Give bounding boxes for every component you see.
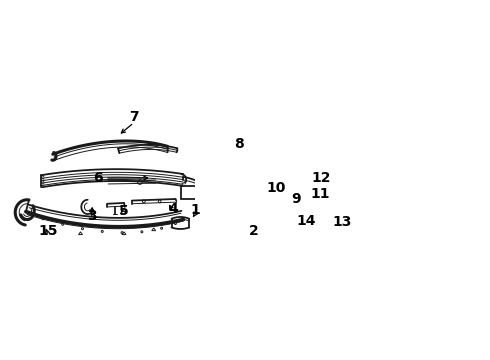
Text: 2: 2 (249, 224, 259, 238)
Text: 1: 1 (191, 203, 200, 217)
Bar (181, 186, 196, 199)
Text: 5: 5 (119, 204, 129, 218)
Bar (298, 220, 304, 225)
Text: 4: 4 (169, 202, 178, 216)
Text: 8: 8 (234, 136, 244, 150)
Text: 3: 3 (87, 208, 97, 222)
Text: 7: 7 (129, 110, 139, 124)
Text: 9: 9 (292, 192, 301, 206)
Text: 15: 15 (38, 224, 58, 238)
Bar (288, 203, 297, 210)
Text: 11: 11 (311, 187, 330, 201)
Text: 13: 13 (332, 215, 351, 229)
Text: 14: 14 (296, 214, 316, 228)
Bar (317, 220, 326, 227)
Text: 12: 12 (311, 171, 331, 185)
Text: 6: 6 (94, 171, 103, 185)
Bar (279, 189, 294, 201)
Text: 10: 10 (267, 181, 286, 195)
